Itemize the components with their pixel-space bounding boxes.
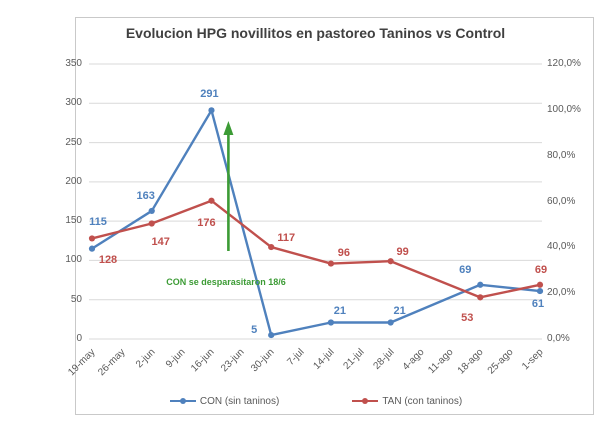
annotation-arrow-head-icon [223,121,234,135]
legend-glyph-tan-icon [352,398,379,404]
data-point-marker[interactable] [88,245,96,252]
legend-item-tan[interactable]: TAN (con taninos) [351,395,462,407]
right-axis-tick-label: 40,0% [547,241,576,253]
data-label: 147 [151,235,170,248]
data-point-marker[interactable] [148,207,155,215]
y-axis-tick-label: 0 [76,333,82,344]
data-point-marker[interactable] [268,331,275,339]
data-point-marker[interactable] [268,243,275,251]
series-line-tan [90,199,542,299]
data-label: 291 [200,88,219,101]
data-point-marker[interactable] [327,260,335,267]
data-label: 69 [459,263,472,276]
data-point-marker[interactable] [208,107,215,114]
data-label: 69 [534,263,548,276]
data-label: 5 [251,324,258,337]
data-point-marker[interactable] [477,281,484,288]
legend-marker [362,398,369,404]
data-label: 53 [461,312,474,325]
data-point-marker[interactable] [536,281,544,288]
data-point-marker[interactable] [536,287,544,295]
data-label: 176 [197,216,216,229]
legend-label-con: CON (sin taninos) [199,395,280,407]
annotation-text: CON se desparasitaron 18/6 [166,277,286,287]
data-label: 61 [531,298,545,311]
data-point-marker[interactable] [387,319,394,326]
data-point-marker[interactable] [387,258,394,265]
data-point-marker[interactable] [148,220,155,227]
y-axis-tick-label: 100 [65,254,82,266]
data-label: 128 [98,254,118,267]
legend: CON (sin taninos) TAN (con taninos) [89,395,542,407]
data-point-marker[interactable] [477,294,484,301]
plot-area [88,63,544,340]
chart-title: Evolucion HPG novillitos en pastoreo Tan… [125,25,506,41]
data-label: 115 [89,215,107,228]
right-axis-tick-label: 60,0% [547,195,576,207]
legend-item-con[interactable]: CON (sin taninos) [169,395,279,407]
right-axis-tick-label: 0,0% [547,333,570,344]
data-label: 21 [393,304,406,317]
y-axis-tick-label: 250 [65,136,82,148]
data-point-marker[interactable] [327,319,335,326]
y-axis-tick-label: 300 [65,97,82,109]
y-axis-tick-label: 50 [70,293,82,305]
series-line-con [90,109,542,337]
legend-label-tan: TAN (con taninos) [382,395,463,407]
right-axis-tick-label: 120,0% [547,58,581,69]
y-axis-tick-label: 200 [65,175,82,187]
data-label: 99 [396,246,409,259]
data-label: 96 [337,246,351,259]
y-axis-tick-label: 150 [65,215,82,227]
right-axis-tick-label: 20,0% [547,287,576,299]
y-axis-tick-label: 350 [65,58,82,69]
data-point-marker[interactable] [88,235,96,242]
data-label: 117 [277,232,296,245]
right-axis-tick-label: 100,0% [547,103,581,115]
chart-frame: Evolucion HPG novillitos en pastoreo Tan… [65,17,594,415]
data-label: 163 [136,189,155,202]
legend-marker [179,398,186,404]
legend-glyph-con-icon [169,398,196,404]
data-point-marker[interactable] [208,197,215,204]
data-label: 21 [333,304,347,317]
right-axis-tick-label: 80,0% [547,149,576,161]
